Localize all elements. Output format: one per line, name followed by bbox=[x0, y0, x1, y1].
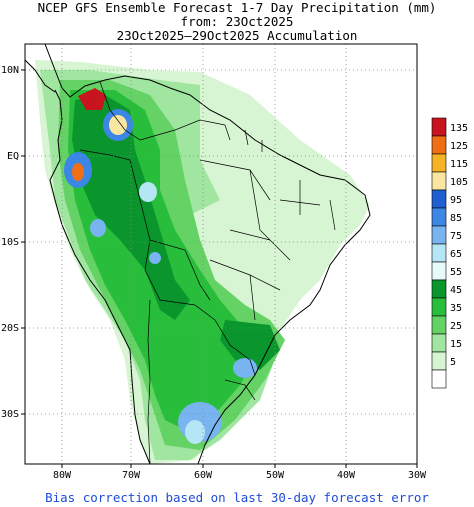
lon-label: 30W bbox=[408, 470, 427, 481]
precip-core-brazil bbox=[139, 182, 157, 202]
border-venezuela-brazil bbox=[139, 119, 226, 141]
lat-label: 10S bbox=[1, 237, 19, 248]
legend-label: 95 bbox=[450, 195, 462, 206]
legend-swatch bbox=[431, 153, 447, 173]
lon-label: 50W bbox=[266, 470, 285, 481]
precip-core-parana bbox=[233, 358, 257, 378]
map-frame bbox=[24, 43, 418, 465]
longitude-labels: 80W 70W 60W 50W 40W 30W bbox=[53, 470, 427, 481]
legend-label: 15 bbox=[450, 339, 462, 350]
lon-label: 80W bbox=[53, 470, 72, 481]
legend-label: 65 bbox=[450, 249, 462, 260]
legend-label: 25 bbox=[450, 321, 462, 332]
legend-swatch bbox=[431, 117, 447, 137]
legend-label: 125 bbox=[450, 141, 468, 152]
border-uruguay bbox=[224, 379, 256, 401]
borders bbox=[79, 81, 336, 464]
border-bolivia-paraguay bbox=[159, 299, 216, 321]
legend-swatch bbox=[431, 171, 447, 191]
lat-label: 30S bbox=[1, 409, 19, 420]
legend-swatch bbox=[431, 189, 447, 209]
lon-label: 60W bbox=[194, 470, 213, 481]
lon-label: 70W bbox=[122, 470, 141, 481]
border-brazil-states bbox=[199, 159, 336, 321]
precip-core-red bbox=[78, 88, 106, 110]
legend-swatch bbox=[431, 315, 447, 335]
lat-label: 10N bbox=[1, 65, 19, 76]
legend-label: 75 bbox=[450, 231, 462, 242]
coastlines bbox=[25, 44, 371, 464]
legend-swatch bbox=[431, 351, 447, 371]
legend-swatch bbox=[431, 297, 447, 317]
precip-area-45 bbox=[72, 95, 190, 320]
border-colombia-peru bbox=[79, 149, 131, 161]
lat-label: 20S bbox=[1, 323, 19, 334]
border-argentina-chile bbox=[147, 299, 151, 464]
legend-label: 135 bbox=[450, 123, 468, 134]
precip-core-argentina-light bbox=[185, 420, 205, 444]
south-america-coastline bbox=[44, 44, 371, 464]
bias-correction-note: Bias correction based on last 30-day for… bbox=[45, 490, 429, 505]
border-peru-brazil bbox=[129, 159, 151, 241]
graticule bbox=[25, 44, 417, 464]
precip-area-45-south bbox=[220, 320, 280, 370]
legend-swatch bbox=[431, 333, 447, 353]
border-colombia-venezuela bbox=[99, 81, 141, 141]
legend-label: 85 bbox=[450, 213, 462, 224]
axis-ticks bbox=[21, 69, 418, 468]
legend-swatch bbox=[431, 279, 447, 299]
central-america-coast bbox=[25, 59, 56, 93]
legend-swatch bbox=[431, 207, 447, 227]
color-legend: 135 125 115 105 95 85 75 65 55 45 35 25 15 5 bbox=[431, 117, 468, 389]
legend-swatch bbox=[431, 243, 447, 263]
latitude-labels: 10N EQ 10S 20S 30S bbox=[1, 65, 19, 420]
legend-swatch bbox=[431, 225, 447, 245]
precip-core-bolivia bbox=[149, 252, 161, 264]
legend-swatch bbox=[431, 369, 447, 389]
legend-label: 105 bbox=[450, 177, 468, 188]
precip-core-peru bbox=[90, 219, 106, 237]
border-guianas bbox=[224, 124, 263, 152]
precipitation-field bbox=[35, 60, 370, 464]
legend-swatch bbox=[431, 135, 447, 155]
legend-label: 5 bbox=[450, 357, 456, 368]
legend-label: 55 bbox=[450, 267, 462, 278]
map-subtitle-date: from: 23Oct2025 bbox=[180, 14, 294, 29]
legend-label: 45 bbox=[450, 285, 462, 296]
lon-label: 40W bbox=[337, 470, 356, 481]
border-brazil-bolivia bbox=[149, 239, 211, 301]
legend-label: 35 bbox=[450, 303, 462, 314]
border-peru-bolivia bbox=[144, 239, 161, 301]
legend-label: 115 bbox=[450, 159, 468, 170]
border-argentina-brazil bbox=[214, 319, 256, 376]
lat-label: EQ bbox=[7, 151, 19, 162]
precip-core-colombia-light bbox=[109, 115, 127, 135]
legend-swatch bbox=[431, 261, 447, 281]
map-subtitle-range: 23Oct2025–29Oct2025 Accumulation bbox=[116, 28, 358, 43]
precip-core-ecuador-orange bbox=[72, 163, 84, 181]
map-title: NCEP GFS Ensemble Forecast 1-7 Day Preci… bbox=[37, 0, 437, 15]
